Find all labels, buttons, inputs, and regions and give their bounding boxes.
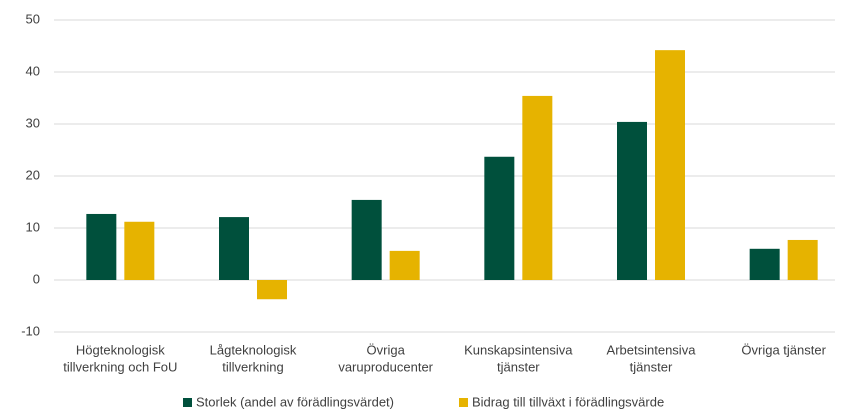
x-tick-label: tillverkning — [222, 359, 283, 374]
bar — [787, 239, 818, 280]
bar — [389, 250, 420, 280]
bar — [86, 213, 117, 280]
bar — [617, 121, 647, 280]
bar — [257, 280, 287, 300]
x-tick-label: Högteknologisk — [76, 342, 165, 357]
x-tick-label: tjänster — [497, 359, 540, 374]
x-tick-label: Arbetsintensiva — [607, 342, 697, 357]
y-tick-label: 0 — [33, 271, 40, 286]
bar — [522, 95, 553, 280]
x-tick-label: tillverkning och FoU — [63, 359, 177, 374]
y-tick-label: 30 — [26, 115, 40, 130]
legend-label: Storlek (andel av förädlingsvärdet) — [196, 394, 394, 409]
y-tick-label: 50 — [26, 11, 40, 26]
y-tick-label: 20 — [26, 167, 40, 182]
x-tick-label: tjänster — [630, 359, 673, 374]
bar — [749, 248, 780, 280]
legend-label: Bidrag till tillväxt i förädlingsvärde — [472, 394, 664, 409]
x-tick-label: Kunskapsintensiva — [464, 342, 573, 357]
legend-swatch — [459, 398, 468, 407]
y-tick-label: 40 — [26, 63, 40, 78]
y-tick-label: -10 — [21, 323, 40, 338]
bar — [351, 199, 382, 280]
bar — [484, 156, 515, 280]
x-tick-label: Övriga tjänster — [741, 342, 826, 357]
bar — [124, 221, 155, 280]
y-tick-label: 10 — [26, 219, 40, 234]
x-tick-label: varuproducenter — [338, 359, 433, 374]
legend-swatch — [183, 398, 192, 407]
x-tick-label: Lågteknologisk — [210, 342, 297, 357]
bar — [655, 50, 685, 280]
bar — [219, 217, 249, 280]
x-tick-label: Övriga — [367, 342, 406, 357]
